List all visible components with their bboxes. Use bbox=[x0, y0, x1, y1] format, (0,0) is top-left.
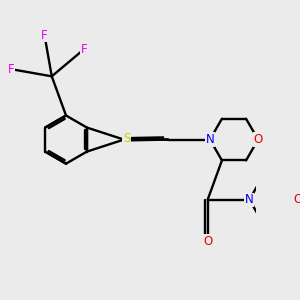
Text: O: O bbox=[203, 235, 212, 248]
Text: S: S bbox=[123, 132, 130, 145]
Text: N: N bbox=[206, 133, 214, 146]
Text: N: N bbox=[245, 193, 254, 206]
Text: F: F bbox=[41, 29, 48, 42]
Text: O: O bbox=[254, 133, 263, 146]
Text: F: F bbox=[80, 43, 87, 56]
Text: N: N bbox=[122, 134, 131, 147]
Text: O: O bbox=[293, 193, 300, 206]
Text: F: F bbox=[8, 63, 14, 76]
